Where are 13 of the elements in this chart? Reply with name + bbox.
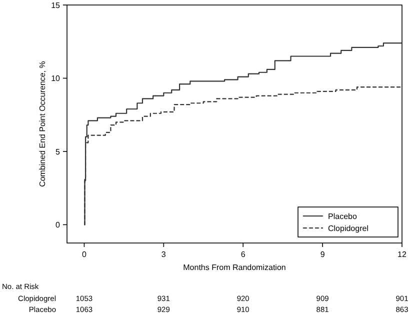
x-tick-label: 9 [320,250,326,259]
x-tick-label: 6 [240,250,246,259]
x-axis-title: Months From Randomization [183,263,286,272]
x-tick-label: 0 [82,250,87,259]
y-tick-label: 0 [56,220,61,230]
legend-label: Placebo [328,212,358,221]
x-tick-label: 12 [398,250,407,259]
legend-label: Clopidogrel [328,224,369,233]
y-axis-title: Combined End Point Occurence, % [38,61,47,187]
y-tick-label: 10 [51,74,61,84]
y-tick-label: 5 [56,147,61,156]
y-tick-label: 15 [51,1,61,10]
x-tick-label: 3 [161,250,166,259]
